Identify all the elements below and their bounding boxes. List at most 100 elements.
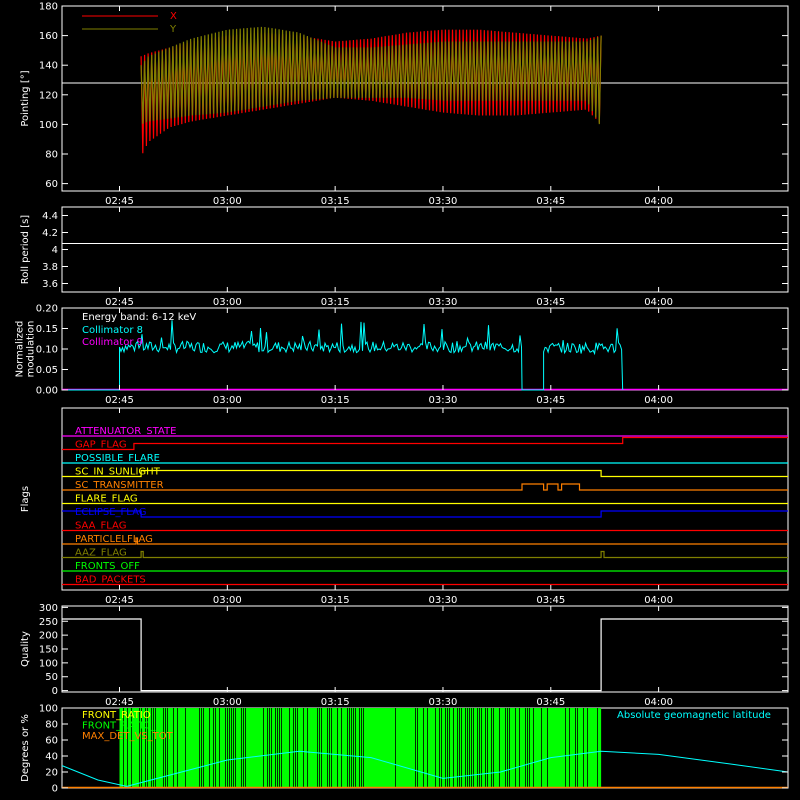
flags-axes-frame [61,407,789,591]
modulation-ytick-label: 0.05 [36,365,58,376]
flags-ylabel: Flags [20,486,31,512]
modulation-xtick-label: 03:30 [429,395,458,406]
flag-line-particlelflag [62,537,788,545]
pointing-axes-frame [61,5,789,192]
flag-label-fronts-off: FRONTS_OFF [75,561,140,572]
roll-xtick-label: 02:45 [105,297,134,308]
quality-ytick-label: 0 [52,686,58,697]
pointing-xtick-label: 03:15 [321,196,350,207]
flag-line-sc-in-sunlight [62,469,788,478]
modulation-xtick-label: 04:00 [644,395,673,406]
geomag-ytick-label: 60 [45,736,58,747]
modulation-xtick-label: 03:00 [213,395,242,406]
quality-line [62,618,788,692]
quality-xtick-label: 03:30 [429,697,458,708]
modulation-ytick-label: 0.00 [36,386,58,397]
pointing-legend-label-y: Y [169,24,177,35]
roll-ytick-label: 4.4 [42,211,58,222]
pointing-legend-label-x: X [170,11,177,22]
quality-ytick-label: 300 [39,603,58,614]
quality-ytick-label: 200 [39,631,58,642]
roll-xtick-label: 04:00 [644,297,673,308]
pointing-ytick-label: 120 [39,90,58,101]
roll-axes-frame [61,206,789,293]
modulation-xtick-label: 03:45 [536,395,565,406]
quality-xtick-label: 02:45 [105,697,134,708]
flag-label-eclipse-flag: ECLIPSE_FLAG [75,507,146,518]
pointing-xtick-label: 02:45 [105,196,134,207]
roll-ytick-label: 3.8 [42,262,58,273]
geomag-latitude-line [61,750,789,787]
pointing-ytick-label: 140 [39,61,58,72]
flags-xtick-label: 03:00 [213,595,242,606]
quality-ytick-label: 50 [45,672,58,683]
geomag-legend-label: MAX_DET_VS_TOT [82,731,174,742]
roll-ytick-label: 4 [52,245,58,256]
roll-ytick-label: 4.2 [42,228,58,239]
pointing-xtick-label: 03:45 [536,196,565,207]
geomag-ytick-label: 20 [45,768,58,779]
flag-label-saa-flag: SAA_FLAG [75,521,126,532]
geomag-legend-label: FRONT_RATIO [82,710,151,721]
modulation-xtick-label: 03:15 [321,395,350,406]
flags-xtick-label: 03:45 [536,595,565,606]
quality-ytick-label: 250 [39,617,58,628]
quality-ylabel: Quality [20,631,31,667]
roll-xtick-label: 03:30 [429,297,458,308]
modulation-ytick-label: 0.10 [36,345,58,356]
roll-ytick-label: 3.6 [42,279,58,290]
pointing-ytick-label: 80 [45,150,58,161]
quality-xtick-label: 03:45 [536,697,565,708]
flag-line-eclipse-flag [62,510,788,518]
geomag-ytick-label: 0 [52,784,58,795]
pointing-ylabel: Pointing [°] [20,70,31,126]
pointing-ytick-label: 60 [45,179,58,190]
flag-label-gap-flag: GAP_FLAG [75,440,127,451]
modulation-legend-label: Collimator 9 [82,337,143,348]
geomag-ytick-label: 40 [45,752,58,763]
modulation-xtick-label: 02:45 [105,395,134,406]
flags-xtick-label: 04:00 [644,595,673,606]
flag-label-flare-flag: FLARE_FLAG [75,494,138,505]
pointing-series-y [140,26,602,125]
pointing-xtick-label: 04:00 [644,196,673,207]
roll-ylabel: Roll period [s] [20,215,31,284]
geomag-front-ratio-band [119,708,602,788]
quality-ytick-label: 100 [39,658,58,669]
pointing-ytick-label: 160 [39,31,58,42]
flag-line-aaz-flag [62,550,788,559]
flag-label-sc-transmitter: SC_TRANSMITTER [75,480,164,491]
pointing-xtick-label: 03:00 [213,196,242,207]
modulation-series-collimator-8 [62,320,624,391]
flag-label-particlelflag: PARTICLELFLAG [75,534,153,545]
modulation-annotation: Energy band: 6-12 keV [82,312,196,323]
flag-line-sc-transmitter [62,483,788,491]
roll-xtick-label: 03:15 [321,297,350,308]
flags-xtick-label: 02:45 [105,595,134,606]
geomag-legend-label: FRONT_RATIO_ [82,721,157,732]
quality-xtick-label: 03:15 [321,697,350,708]
modulation-ytick-label: 0.15 [36,324,58,335]
pointing-xtick-label: 03:30 [429,196,458,207]
flag-line-gap-flag [62,436,788,451]
pointing-ytick-label: 180 [39,2,58,13]
geomag-ytick-label: 100 [39,704,58,715]
modulation-ylabel: Normalized [15,321,26,378]
flags-xtick-label: 03:15 [321,595,350,606]
flag-label-sc-in-sunlight: SC_IN_SUNLIGHT [75,467,161,478]
quality-xtick-label: 03:00 [213,697,242,708]
flag-label-attenuator-state: ATTENUATOR_STATE [75,426,176,437]
roll-xtick-label: 03:45 [536,297,565,308]
modulation-ytick-label: 0.20 [36,304,58,315]
flag-label-aaz-flag: AAZ_FLAG [75,548,127,559]
flag-label-possible-flare: POSSIBLE_FLARE [75,453,160,464]
pointing-ytick-label: 100 [39,120,58,131]
roll-xtick-label: 03:00 [213,297,242,308]
modulation-ylabel: modulation [26,321,37,378]
geomag-ylabel: Degrees or % [20,714,31,782]
geomag-legend-label: Absolute geomagnetic latitude [617,710,771,721]
quality-ytick-label: 150 [39,645,58,656]
flags-xtick-label: 03:30 [429,595,458,606]
